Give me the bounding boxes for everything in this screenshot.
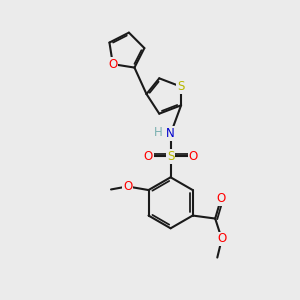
Text: H: H	[154, 126, 162, 139]
Text: S: S	[167, 150, 174, 163]
Text: S: S	[177, 80, 185, 93]
Text: O: O	[123, 180, 132, 193]
Text: O: O	[108, 58, 118, 71]
Text: O: O	[217, 192, 226, 205]
Text: O: O	[188, 150, 198, 163]
Text: O: O	[143, 150, 153, 163]
Text: O: O	[217, 232, 226, 245]
Text: N: N	[166, 127, 175, 140]
